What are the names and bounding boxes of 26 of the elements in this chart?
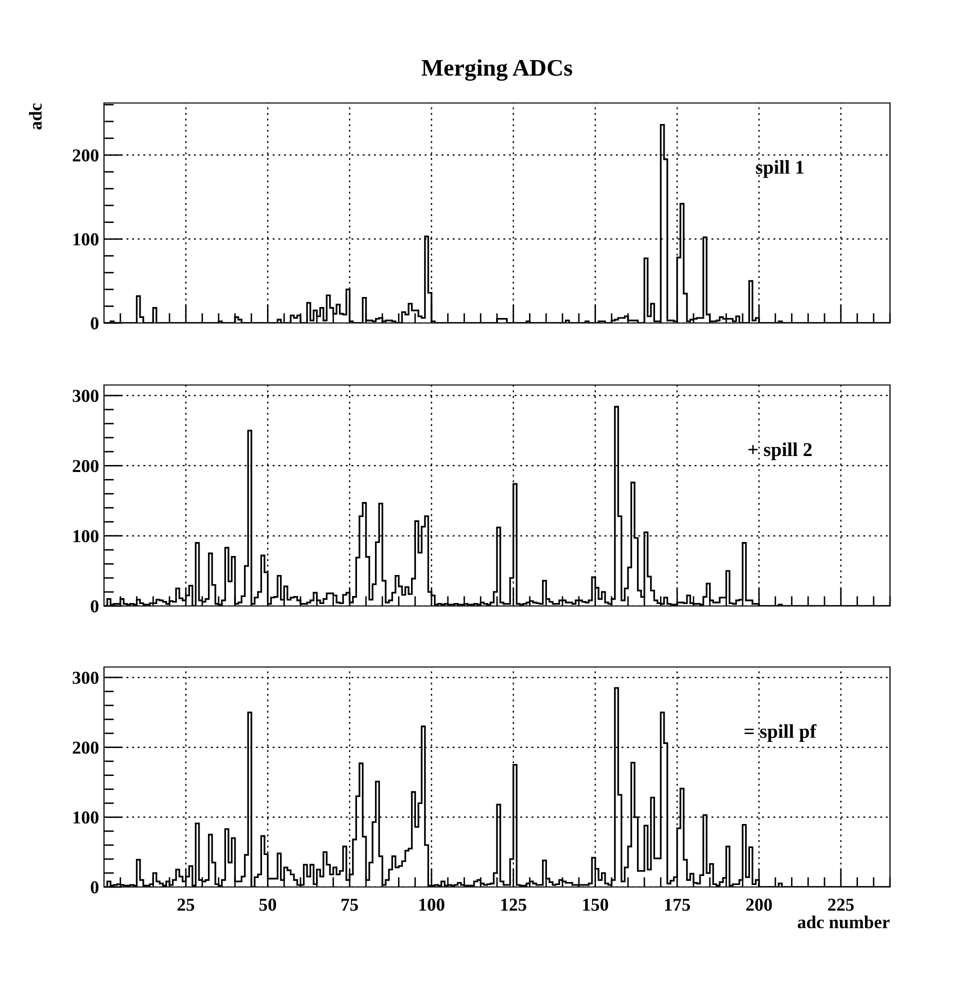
y-tick-label: 300 [72, 390, 98, 402]
y-axis-title: adc [29, 103, 42, 130]
y-tick-label: 0 [90, 881, 98, 894]
y-tick-label: 100 [74, 811, 98, 824]
y-tick-label: 200 [72, 742, 98, 754]
y-tick-label: 100 [74, 233, 98, 246]
x-tick-label: 125 [501, 898, 526, 911]
y-tick-label: 0 [90, 317, 98, 330]
x-axis-title: adc number [798, 916, 890, 928]
annotation: spill 1 [756, 160, 804, 178]
annotation: + spill 2 [748, 442, 812, 460]
x-tick-label: 100 [419, 898, 444, 911]
x-tick-label: 200 [746, 898, 772, 911]
annotation: = spill pf [744, 724, 816, 742]
y-tick-label: 0 [90, 600, 98, 612]
y-tick-label: 100 [74, 530, 98, 542]
y-tick-label: 200 [72, 460, 98, 472]
y-tick-label: 200 [72, 149, 98, 162]
x-tick-label: 50 [259, 898, 276, 911]
y-tick-label: 300 [72, 672, 98, 684]
x-tick-label: 150 [583, 898, 608, 911]
x-tick-label: 225 [828, 898, 854, 911]
x-tick-label: 75 [342, 898, 358, 911]
x-tick-label: 175 [665, 898, 690, 911]
chart-title: Merging ADCs [422, 59, 572, 81]
x-tick-label: 25 [178, 898, 194, 911]
